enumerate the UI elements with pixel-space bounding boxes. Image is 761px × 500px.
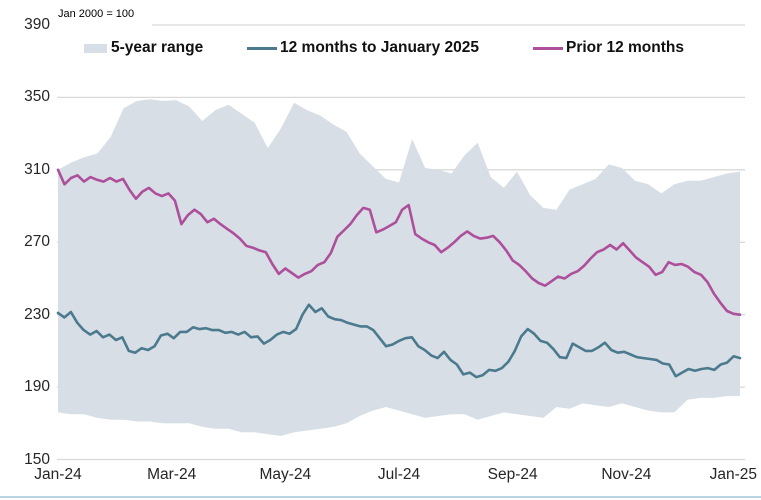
legend-label-range: 5-year range xyxy=(111,39,204,56)
legend-item-range: 5-year range xyxy=(84,39,203,57)
series-line-0 xyxy=(56,303,742,379)
x-tick-label: Sep-24 xyxy=(487,466,538,483)
legend-label-current: 12 months to January 2025 xyxy=(280,39,479,56)
y-tick-label: 150 xyxy=(24,450,50,468)
band-5-year-range xyxy=(58,99,740,436)
y-tick-label: 190 xyxy=(24,378,50,396)
x-tick-label: Jan-25 xyxy=(709,466,757,483)
legend-swatch-prior-line xyxy=(533,46,563,50)
legend-item-prior: Prior 12 months xyxy=(533,39,684,57)
index-note: Jan 2000 = 100 xyxy=(58,8,135,20)
bottom-border xyxy=(0,496,761,498)
legend: 5-year range 12 months to January 2025 P… xyxy=(0,39,761,59)
series-line-1 xyxy=(56,168,742,317)
legend-swatch-current-line xyxy=(247,46,277,50)
x-tick-label: Jul-24 xyxy=(377,466,421,483)
y-tick-label: 390 xyxy=(24,16,50,33)
y-tick-label: 310 xyxy=(24,160,50,178)
x-tick-label: May-24 xyxy=(259,466,312,483)
x-tick-label: Jan-24 xyxy=(34,466,82,483)
legend-label-prior: Prior 12 months xyxy=(566,39,684,56)
y-tick-label: 230 xyxy=(24,305,50,323)
x-tick-label: Nov-24 xyxy=(601,466,652,483)
y-tick-label: 350 xyxy=(24,88,50,106)
legend-swatch-range-box xyxy=(84,43,107,53)
y-tick-label: 270 xyxy=(24,233,50,251)
x-tick-label: Mar-24 xyxy=(147,466,197,483)
legend-item-current: 12 months to January 2025 xyxy=(247,39,479,57)
